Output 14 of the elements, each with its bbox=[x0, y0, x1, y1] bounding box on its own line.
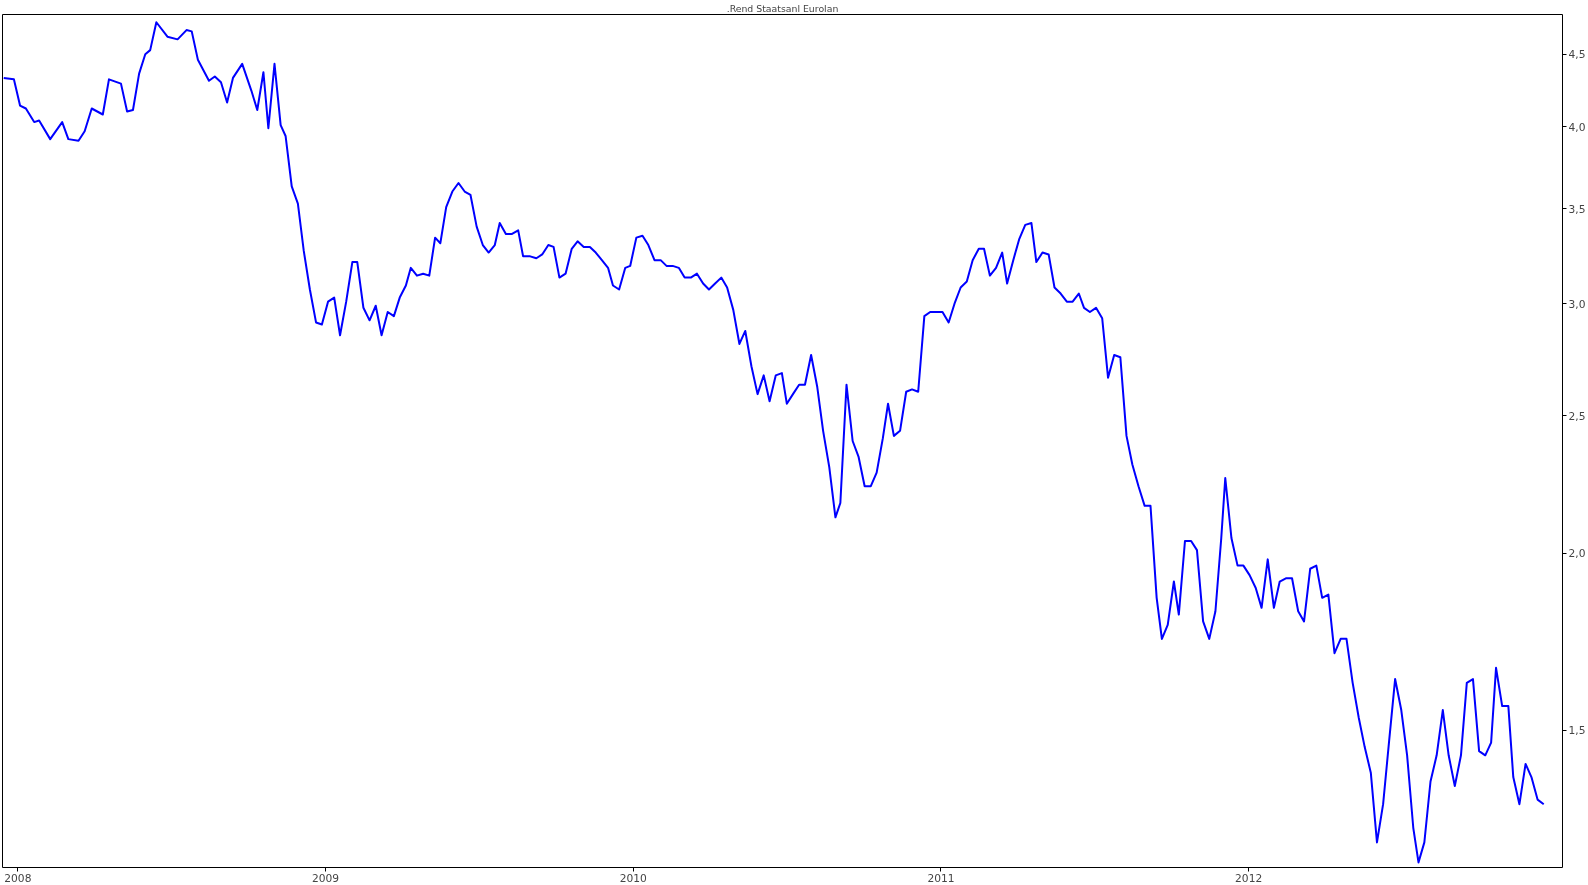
x-tick-label: 2011 bbox=[927, 871, 955, 885]
y-tick-label: 4,5 bbox=[1568, 48, 1586, 62]
x-tick-label: 2009 bbox=[312, 871, 340, 885]
y-tick-label: 2,0 bbox=[1568, 547, 1586, 561]
y-tick-label: 3,5 bbox=[1568, 202, 1586, 216]
y-tick-label: 4,0 bbox=[1568, 120, 1586, 134]
line-series bbox=[2, 21, 1545, 864]
chart-title: .Rend Staatsanl Eurolan bbox=[726, 3, 839, 14]
x-tick-label: 2012 bbox=[1235, 871, 1263, 885]
x-tick-label: 2008 bbox=[4, 871, 32, 885]
y-tick-label: 3,0 bbox=[1568, 297, 1586, 311]
x-tick-label: 2010 bbox=[619, 871, 648, 885]
y-tick-label: 1,5 bbox=[1568, 724, 1586, 738]
y-tick-label: 2,5 bbox=[1568, 409, 1586, 423]
